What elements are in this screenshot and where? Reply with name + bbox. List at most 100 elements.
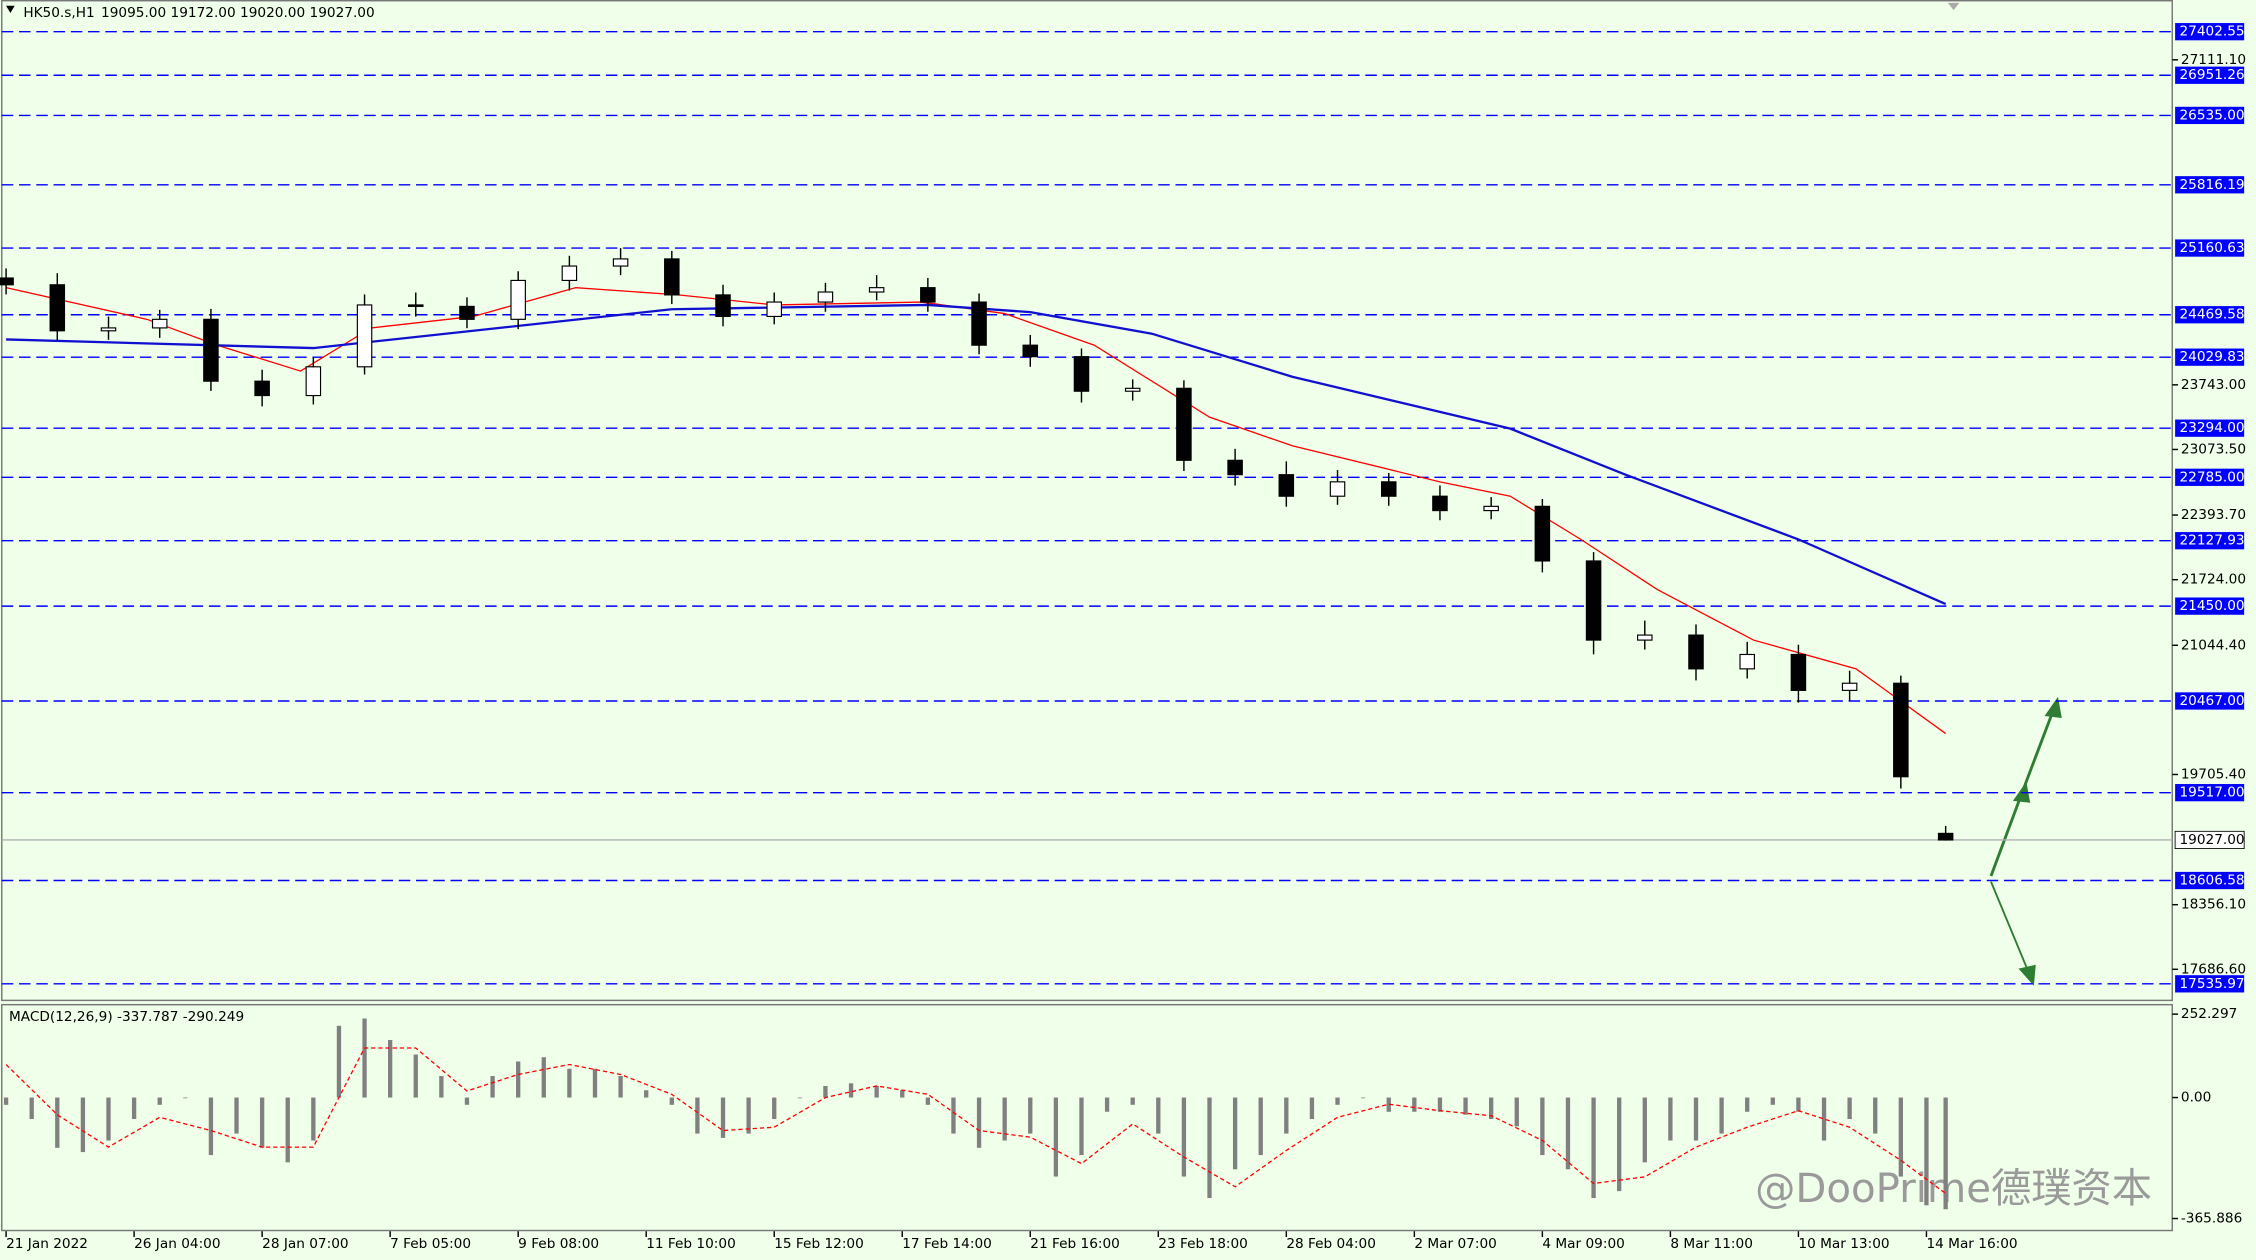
candle-body — [817, 291, 834, 303]
y-tick-label: 17686.60 — [2181, 961, 2246, 977]
macd-bar — [1181, 1097, 1187, 1177]
macd-bar — [1719, 1097, 1724, 1134]
arrow-up-1 — [1989, 790, 2025, 877]
macd-bar — [1232, 1097, 1238, 1170]
candle-body — [1073, 356, 1090, 392]
y-tick-label: 252.297 — [2181, 1006, 2237, 1022]
macd-bar — [439, 1076, 444, 1098]
candle-body — [1483, 505, 1499, 512]
macd-bar — [976, 1097, 982, 1148]
macd-bar — [1463, 1097, 1468, 1115]
macd-bar — [387, 1040, 393, 1098]
level-label: 20467.00 — [2179, 693, 2244, 709]
macd-bar — [1642, 1097, 1647, 1163]
macd-bar — [1617, 1097, 1622, 1192]
macd-bar — [925, 1097, 931, 1105]
level-label-box — [2175, 348, 2245, 366]
macd-bar — [1821, 1097, 1827, 1141]
x-tick-label: 28 Feb 04:00 — [1286, 1236, 1376, 1252]
level-label-box — [2175, 975, 2245, 993]
line — [5, 1047, 1947, 1195]
macd-bar — [1924, 1097, 1929, 1206]
macd-bar — [1489, 1097, 1494, 1120]
x-tick-label: 17 Feb 14:00 — [902, 1236, 992, 1252]
macd-bar — [1796, 1097, 1801, 1112]
level-label-box — [2175, 66, 2245, 84]
x-tick-label: 26 Jan 04:00 — [134, 1236, 220, 1252]
candle-body — [203, 318, 219, 382]
x-tick-label: 4 Mar 09:00 — [1542, 1236, 1625, 1252]
symbol: HK50.s,H1 — [23, 5, 94, 21]
macd-bar — [1412, 1097, 1417, 1112]
macd-bar — [900, 1090, 905, 1098]
macd-bar — [1668, 1097, 1673, 1141]
macd-bar — [567, 1068, 572, 1098]
main-panel-border — [1, 0, 2173, 1002]
macd-bar — [772, 1097, 777, 1120]
macd-panel-border — [1, 1003, 2173, 1232]
x-tick-label: 9 Feb 08:00 — [518, 1236, 599, 1252]
candle-body — [459, 305, 475, 320]
macd-bar — [1028, 1097, 1033, 1134]
candle-body — [1329, 481, 1346, 497]
level-label: 19517.00 — [2179, 785, 2244, 801]
macd-bar — [29, 1097, 34, 1120]
candle-body — [1841, 682, 1858, 691]
macd-bar — [1002, 1097, 1007, 1141]
macd-bar — [3, 1097, 9, 1105]
level-label: 27402.55 — [2179, 24, 2244, 40]
candle-body — [766, 301, 782, 318]
macd-bar — [823, 1085, 828, 1098]
macd-bar — [259, 1097, 265, 1148]
x-tick-label: 23 Feb 18:00 — [1158, 1236, 1248, 1252]
level-label-box — [2175, 106, 2245, 125]
macd-bar — [1745, 1097, 1750, 1112]
macd-bar — [1943, 1097, 1948, 1210]
macd-bar — [464, 1097, 470, 1105]
level-label: 24029.83 — [2179, 349, 2244, 365]
candle-body — [1534, 505, 1551, 562]
menu-arrow[interactable] — [6, 5, 15, 13]
macd-bar — [131, 1097, 137, 1120]
y-tick-label: -365.886 — [2181, 1211, 2242, 1227]
x-tick-label: 21 Feb 16:00 — [1030, 1236, 1120, 1252]
x-tick-label: 14 Mar 16:00 — [1926, 1236, 2017, 1252]
x-tick-label: 28 Jan 07:00 — [262, 1236, 348, 1252]
candle-body — [868, 287, 885, 293]
macd-bar — [1514, 1097, 1519, 1127]
candle-body — [1688, 634, 1704, 670]
level-label-box — [2175, 532, 2245, 550]
line — [6, 303, 1947, 606]
macd-bar — [1207, 1097, 1212, 1199]
candle-body — [1176, 387, 1192, 461]
y-tick-label: 21044.40 — [2181, 637, 2246, 653]
candle-body — [1432, 495, 1448, 512]
macd-bar — [720, 1097, 726, 1138]
candle-body — [1893, 682, 1909, 778]
candle-body — [1637, 634, 1653, 641]
level-label: 21450.00 — [2179, 598, 2244, 614]
macd-bar — [157, 1097, 162, 1105]
x-tick-label: 2 Mar 07:00 — [1414, 1236, 1496, 1252]
level-label: 23294.00 — [2179, 420, 2244, 436]
macd-bar — [516, 1061, 521, 1098]
macd-bar — [1873, 1097, 1878, 1134]
y-tick-label: 18356.10 — [2181, 897, 2246, 913]
macd-bar — [644, 1090, 649, 1098]
macd-bar — [1898, 1097, 1903, 1177]
macd-bar — [1258, 1097, 1263, 1156]
macd-bar — [746, 1097, 751, 1134]
macd-bar — [80, 1097, 86, 1153]
level-label: 22127.93 — [2179, 533, 2244, 549]
macd-title: MACD(12,26,9) -337.787 -290.249 — [9, 1009, 244, 1025]
x-tick-label: 7 Feb 05:00 — [390, 1236, 471, 1252]
candle-body — [151, 318, 168, 329]
macd-bar — [1437, 1097, 1443, 1112]
macd-bar — [208, 1097, 214, 1156]
shift-marker — [1947, 2, 1960, 11]
y-tick-label: 21724.00 — [2181, 572, 2246, 588]
x-tick-label: 15 Feb 12:00 — [774, 1236, 864, 1252]
macd-bar — [234, 1097, 239, 1134]
candle-body — [1227, 459, 1243, 476]
macd-bar — [797, 1097, 802, 1099]
